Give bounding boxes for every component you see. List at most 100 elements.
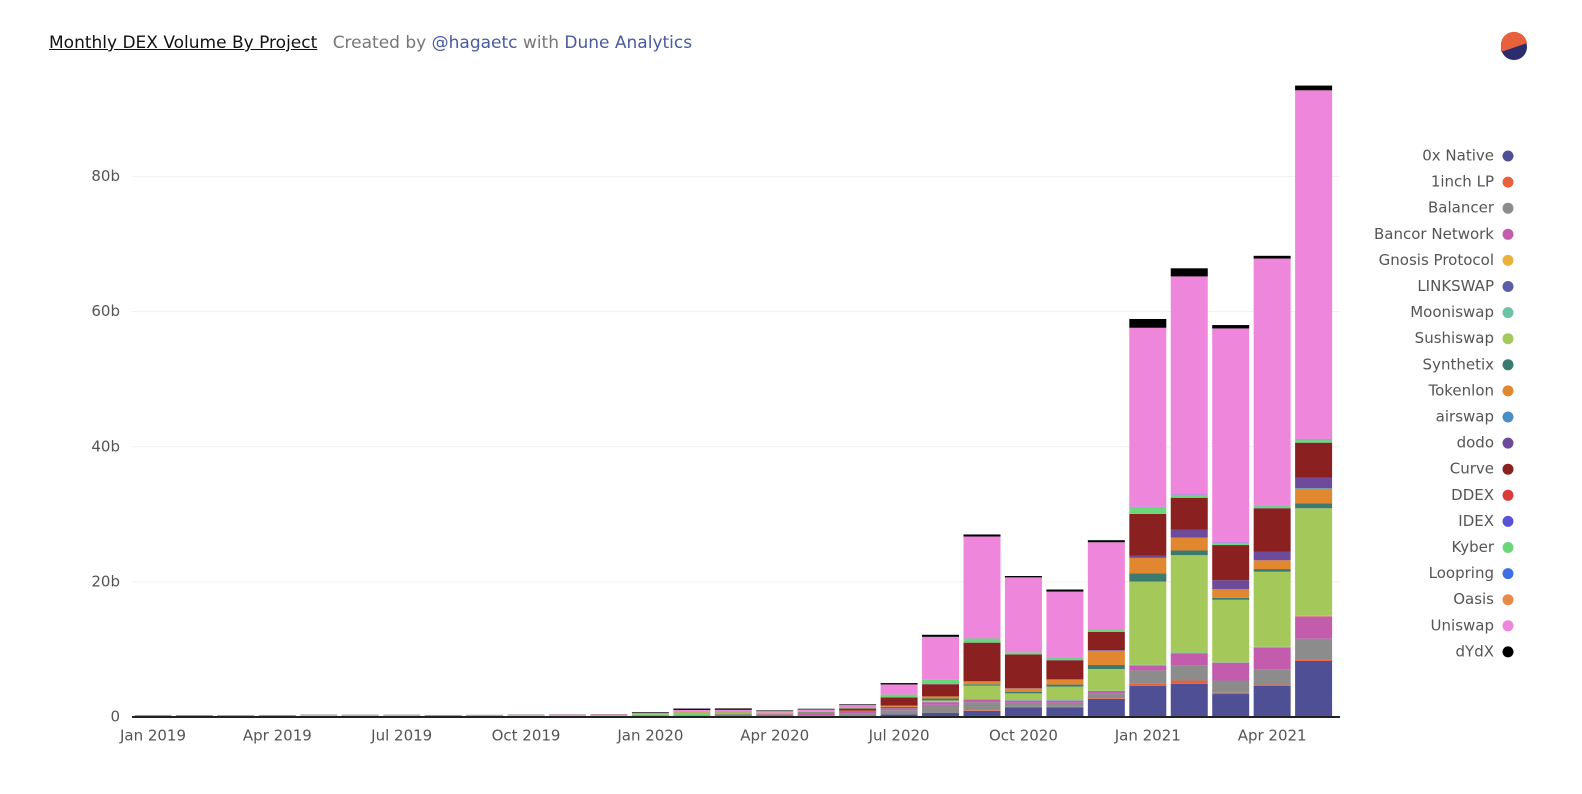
bar-segment [300,715,338,716]
bar-segment [714,712,752,715]
bar-segment [880,708,918,711]
bar-segment [1295,442,1333,478]
legend-label: 0x Native [1422,147,1494,165]
bar-segment [797,713,835,716]
bar-segment [1212,599,1250,662]
bar-segment [797,709,835,711]
bar-segment [1295,488,1333,504]
legend-swatch [1502,594,1514,606]
subtitle-prefix: Created by [332,33,427,53]
bar-segment [673,711,711,713]
bar-segment [1295,638,1333,660]
bar-segment [1170,555,1208,653]
bar-segment [922,679,960,685]
y-tick-label: 80b [91,167,120,185]
bar-segment [1212,680,1250,693]
legend-label: Uniswap [1431,616,1494,634]
bar-segment [1046,700,1084,703]
bar-segment [797,708,835,710]
legend-swatch [1502,437,1514,449]
bar-segment [922,634,960,637]
x-tick-label: Apr 2019 [243,727,312,745]
bar-segment [1212,662,1250,681]
legend-label: dYdX [1456,642,1494,660]
y-tick-label: 20b [91,572,120,590]
x-tick-label: Jan 2019 [119,727,186,745]
bar-segment [631,713,669,715]
legend-swatch [1502,620,1514,632]
legend-label: Bancor Network [1374,225,1494,243]
y-tick-label: 0 [110,708,120,726]
bar-segment [756,711,794,713]
bar-segment [922,700,960,702]
header: Monthly DEX Volume By Project Created by… [49,33,692,53]
bar-segment [1129,507,1167,514]
bar-segment [1004,652,1042,655]
bar-segment [1295,439,1333,443]
legend-label: Oasis [1453,590,1494,608]
x-tick-label: Oct 2020 [989,727,1058,745]
bar-segment [1046,658,1084,661]
bar-segment [1046,702,1084,707]
bar-segment [963,685,1001,700]
legend-swatch [1502,542,1514,553]
bar-segment [1295,90,1333,440]
legend-swatch [1502,646,1514,658]
bar-segment [1004,576,1042,578]
x-tick-label: Oct 2019 [492,727,561,745]
bar-segment [1046,686,1084,701]
bar-segment [549,715,586,716]
bar-segment [1170,529,1208,538]
bar-segment [1253,506,1291,509]
legend-label: DDEX [1451,486,1494,504]
author-link[interactable]: @hagaetc [431,33,518,53]
bar-segment [1046,706,1084,708]
bar-segment [880,694,918,698]
y-tick-label: 60b [91,302,120,320]
legend-swatch [1502,515,1514,527]
bar-segment [1004,693,1042,701]
legend-swatch [1502,150,1514,162]
bar-segment [1212,545,1250,581]
bar-segment [1046,707,1084,717]
bar-segment [1170,665,1208,681]
bar-segment [922,704,960,713]
bar-segment [1170,537,1208,551]
bar-segment [1129,557,1167,574]
x-tick-label: Jan 2020 [616,727,683,745]
legend-label: Sushiswap [1415,329,1494,347]
bar-segment [880,697,918,706]
bar-segment [714,708,752,710]
bar-segment [963,638,1001,643]
bar-segment [1046,591,1084,658]
bar-segment [1212,692,1250,695]
bar-segment [1212,328,1250,543]
bar-segment [341,715,379,716]
chart-title: Monthly DEX Volume By Project [49,33,318,53]
source-link[interactable]: Dune Analytics [564,33,693,53]
bar-segment [963,710,1001,717]
bar-segment [880,706,918,709]
bar-segment [1170,268,1208,277]
bar-segment [1170,680,1208,684]
bar-segment [590,714,628,716]
legend-label: 1inch LP [1431,173,1494,191]
bar-segment [1295,660,1333,717]
x-tick-label: Apr 2021 [1238,727,1307,745]
bar-segment [1295,487,1333,489]
bar-segment [1129,581,1167,665]
legend-swatch [1502,333,1514,345]
bar-segment [1004,688,1042,693]
bar-segment [1253,684,1291,686]
y-tick-label: 40b [91,437,120,455]
legend-swatch [1502,463,1514,475]
bar-segment [756,710,794,712]
bar-segment [880,714,918,717]
bar-segment [673,709,711,712]
legend-swatch [1502,254,1514,266]
bar-segment [673,712,711,716]
bar-segment [922,684,960,697]
bar-segment [839,710,877,714]
bar-segment [922,696,960,699]
bar-segment [756,712,794,715]
